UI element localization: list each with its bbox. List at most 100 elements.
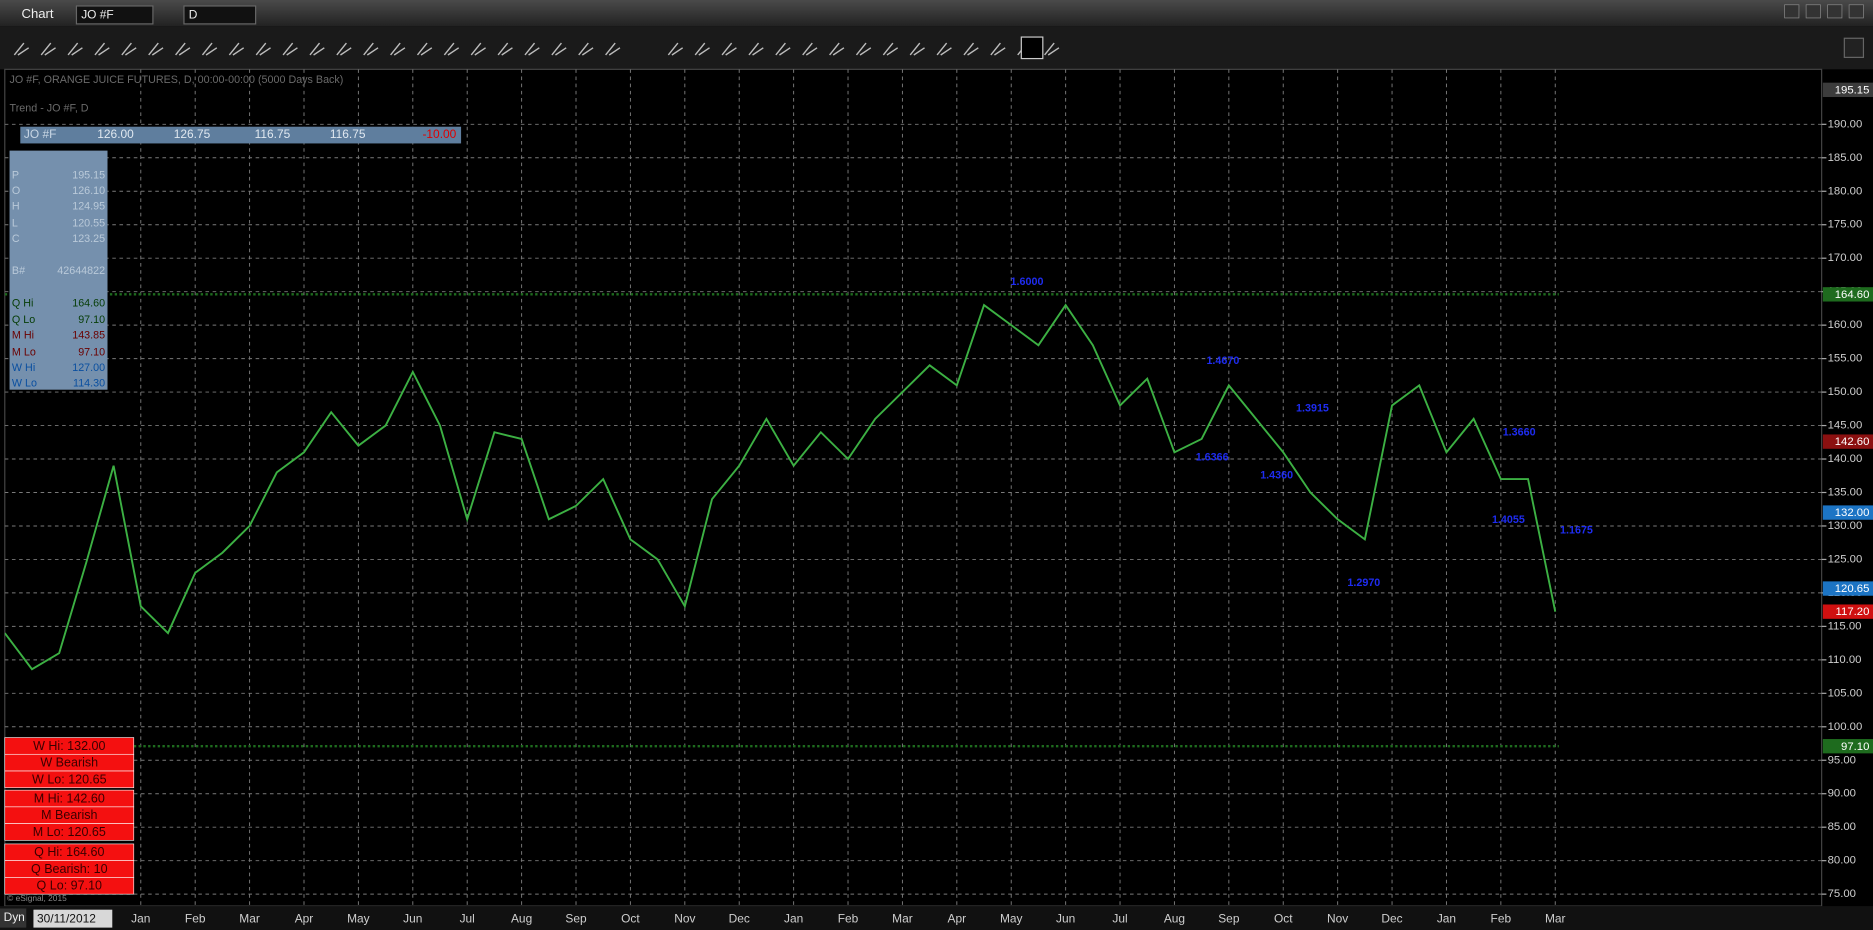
tool-icon[interactable] <box>228 42 245 56</box>
legend-line: JO #F, ORANGE JUICE FUTURES, D, 00:00-00… <box>10 74 344 86</box>
tool-icon[interactable] <box>94 42 110 56</box>
tool-icon[interactable] <box>443 42 460 56</box>
x-tick-label: Feb <box>838 911 859 925</box>
price-marker <box>1822 739 1873 754</box>
copyright: © eSignal, 2015 <box>7 893 67 903</box>
tool-icon[interactable] <box>255 42 271 56</box>
y-tick-label: 170.00 <box>1828 252 1863 264</box>
signal-text: Q Lo: 97.10 <box>37 879 102 893</box>
x-tick-label: Jan <box>131 911 150 925</box>
price-marker <box>1822 505 1873 520</box>
symbol-text: JO #F <box>81 8 114 22</box>
annotation: 1.3915 <box>1296 403 1329 415</box>
tool-icon[interactable] <box>578 42 594 56</box>
tool-icon[interactable] <box>909 42 925 56</box>
interval-text: D <box>189 8 198 22</box>
stat-value: 120.55 <box>72 217 105 229</box>
window-button[interactable] <box>1784 4 1800 19</box>
tool-icon[interactable] <box>1843 37 1865 58</box>
symbol-field[interactable] <box>75 5 154 25</box>
tool-icon[interactable] <box>67 42 83 56</box>
price-marker <box>1822 287 1873 302</box>
x-tick-label: Jan <box>1437 911 1456 925</box>
signal-row <box>4 770 135 789</box>
x-tick-label: Aug <box>511 911 532 925</box>
price-marker <box>1822 82 1873 98</box>
toolbar <box>0 26 1873 70</box>
tool-icon[interactable] <box>829 42 845 56</box>
tool-icon[interactable] <box>551 42 567 56</box>
tool-icon[interactable] <box>990 42 1006 56</box>
grid <box>4 69 1822 907</box>
tool-icon[interactable] <box>605 42 621 56</box>
quote-low: 116.75 <box>255 127 291 141</box>
tool-icon[interactable] <box>390 42 406 56</box>
tool-icon[interactable] <box>470 42 486 56</box>
tool-icon[interactable] <box>416 42 433 56</box>
tool-icon[interactable] <box>855 42 872 56</box>
stat-label: W Hi <box>12 362 35 374</box>
y-tick-label: 155.00 <box>1828 353 1863 365</box>
tool-icon[interactable] <box>363 42 379 56</box>
price-marker <box>1822 604 1873 619</box>
x-tick-label: Jul <box>460 911 475 925</box>
window-button[interactable] <box>1827 4 1843 19</box>
plot-area <box>4 68 1823 907</box>
x-tick-label: Mar <box>239 911 260 925</box>
annotation: 1.6366 <box>1196 452 1229 464</box>
drawing-tools <box>13 36 1865 60</box>
tool-icon[interactable] <box>963 42 979 56</box>
tool-icon[interactable] <box>309 42 325 56</box>
tool-icon[interactable] <box>201 42 218 56</box>
tool-icon[interactable] <box>1020 36 1044 60</box>
price-axis: 75.00 80.00 85.00 90.00 95.00 100.00 105.00 110… <box>1821 82 1873 900</box>
tool-icon[interactable] <box>175 42 191 56</box>
tool-icon[interactable] <box>497 42 513 56</box>
title-bar <box>0 0 1873 27</box>
annotation: 1.2970 <box>1347 577 1380 589</box>
annotation: 1.4670 <box>1206 355 1239 367</box>
tool-icon[interactable] <box>882 42 899 56</box>
y-tick-label: 115.00 <box>1828 620 1862 632</box>
stat-value: 164.60 <box>72 297 105 309</box>
tool-icon[interactable] <box>721 42 737 56</box>
tool-icon[interactable] <box>748 42 764 56</box>
x-tick-label: Jul <box>1112 911 1127 925</box>
tool-icon[interactable] <box>936 42 952 56</box>
signal-row <box>4 877 135 895</box>
tool-icon[interactable] <box>148 42 164 56</box>
stat-label: P <box>12 170 19 182</box>
x-tick-label: Dec <box>1381 911 1402 925</box>
x-tick-label: Jun <box>403 911 422 925</box>
dyn-button[interactable] <box>0 908 27 928</box>
tool-icon[interactable] <box>802 42 818 56</box>
y-tick-label: 135.00 <box>1828 486 1863 498</box>
signals: W Hi: 132.00 W Bearish W Lo: 120.65 M Hi: 1… <box>4 737 135 895</box>
interval-field[interactable] <box>183 5 257 25</box>
tool-icon[interactable] <box>667 42 684 56</box>
price-marker-label: 164.60 <box>1835 289 1870 301</box>
tool-icon[interactable] <box>694 42 710 56</box>
dyn-text: Dyn <box>4 910 25 924</box>
tool-icon[interactable] <box>775 42 791 56</box>
signal-text: W Lo: 120.65 <box>32 772 107 786</box>
annotation: 1.4360 <box>1260 470 1293 482</box>
tool-icon[interactable] <box>336 42 352 56</box>
tool-icon[interactable] <box>524 42 540 56</box>
stat-label: L <box>12 217 18 229</box>
annotations: 1.6000 1.4670 1.3915 1.3660 1.1675 1.636… <box>1011 276 1593 589</box>
x-tick-label: Feb <box>185 911 206 925</box>
window-button[interactable] <box>1848 4 1864 19</box>
window-button[interactable] <box>1805 4 1821 19</box>
signal-text: Q Bearish: 10 <box>31 862 108 876</box>
tool-icon[interactable] <box>40 42 56 56</box>
tool-icon[interactable] <box>1044 42 1060 56</box>
plot-content <box>4 293 1559 748</box>
time-axis <box>0 906 1873 930</box>
y-tick-label: 190.00 <box>1828 118 1863 130</box>
annotation: 1.1675 <box>1560 525 1593 537</box>
tool-icon[interactable] <box>121 42 137 56</box>
tool-icon[interactable] <box>282 42 298 56</box>
tool-icon[interactable] <box>13 42 30 56</box>
